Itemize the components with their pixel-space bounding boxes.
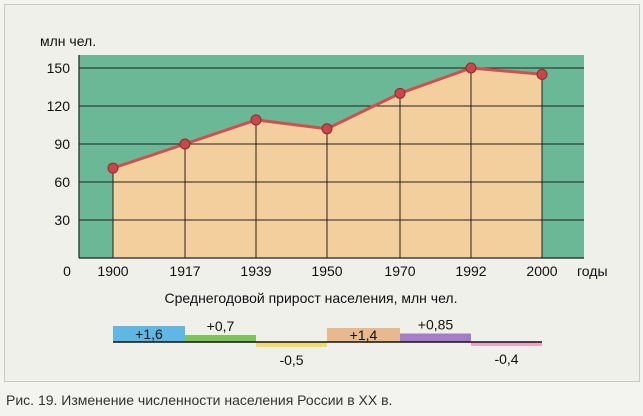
data-point-1900 [107,162,119,174]
data-point-1950 [321,123,333,135]
growth-bar-label-2: +0,7 [207,318,235,334]
y-tick-label: 120 [47,98,71,114]
data-point-1917 [179,138,191,150]
growth-bar-label-3: -0,5 [279,352,303,368]
growth-bar-6 [471,342,542,346]
growth-bar-2 [185,335,256,342]
y-tick-label: 150 [47,60,71,76]
growth-bar-label-6: -0,4 [494,351,518,367]
growth-bar-1 [113,326,185,342]
growth-bar-3 [256,342,327,347]
x-axis-label: годы [577,263,608,279]
y-axis-label: млн чел. [40,33,96,49]
x-tick-label: 1970 [384,263,415,279]
growth-bar-label-5: +0,85 [418,317,454,333]
population-chart: 30 60 90 120 150 1900 1917 1939 1950 1970 1992 200… [40,33,608,368]
growth-bar-4 [327,328,400,342]
x-tick-label: 1900 [97,263,128,279]
data-point-2000 [536,68,548,80]
y-tick-label: 30 [54,212,70,228]
growth-bar-5 [400,333,471,342]
x-tick-label: 1950 [311,263,342,279]
growth-bar-label-1: +1,6 [135,326,163,342]
figure-panel: 30 60 90 120 150 1900 1917 1939 1950 1970 1992 200… [4,4,640,382]
growth-chart-title: Среднегодовой прирост населения, млн чел… [165,290,458,306]
figure-caption: Рис. 19. Изменение численности населения… [6,392,393,408]
x-tick-label: 1992 [455,263,486,279]
x-tick-label: 1939 [240,263,271,279]
growth-bar-label-4: +1,4 [350,327,378,343]
x-tick-label: 2000 [526,263,557,279]
data-point-1992 [465,62,477,74]
data-point-1939 [250,114,262,126]
data-point-1970 [394,87,406,99]
origin-label: 0 [63,263,71,279]
x-tick-label: 1917 [169,263,200,279]
y-tick-label: 60 [54,174,70,190]
y-tick-label: 90 [54,136,70,152]
